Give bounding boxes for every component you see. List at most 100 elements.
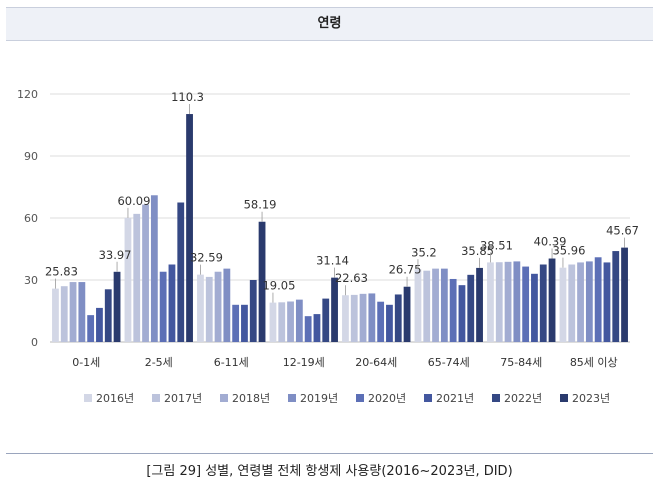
data-label: 110.3	[171, 90, 204, 104]
divider	[6, 453, 653, 454]
bar	[377, 301, 385, 342]
bar	[168, 264, 176, 342]
y-tick-label: 120	[17, 88, 38, 101]
bar	[386, 304, 393, 342]
data-label: 40.39	[534, 235, 567, 249]
bar	[331, 277, 338, 342]
bar	[403, 286, 411, 342]
data-label: 22.63	[335, 271, 368, 285]
bar	[287, 301, 294, 342]
bar	[394, 294, 402, 342]
bar	[612, 251, 620, 342]
bar	[78, 282, 86, 342]
bar	[269, 302, 277, 342]
bar	[487, 262, 494, 342]
bar	[603, 262, 611, 342]
bar	[368, 293, 376, 342]
x-tick-label: 2-5세	[145, 356, 173, 369]
legend-label: 2017년	[164, 392, 202, 405]
bar	[449, 278, 457, 342]
bar	[585, 261, 593, 342]
data-label: 35.96	[552, 244, 585, 258]
bar	[313, 314, 321, 342]
y-tick-label: 90	[24, 150, 38, 163]
legend-swatch	[152, 394, 160, 402]
legend-swatch	[220, 394, 228, 402]
bar	[440, 268, 448, 342]
legend-swatch	[492, 394, 500, 402]
x-tick-label: 85세 이상	[570, 356, 618, 369]
bar	[205, 276, 213, 342]
bar-chart: 0 30 60 90 120 0-1세 2-5세 6-11세 12-19세 20-64세 65-74…	[17, 88, 639, 405]
bar	[423, 270, 431, 342]
legend-label: 2020년	[368, 392, 406, 405]
x-tick-label: 65-74세	[428, 356, 470, 369]
chart-header-band: 연령	[6, 7, 653, 41]
chart-header-title: 연령	[317, 16, 342, 31]
bar	[241, 304, 248, 342]
bar	[113, 271, 121, 342]
bar	[467, 274, 475, 342]
bar	[223, 268, 231, 342]
legend-label: 2023년	[572, 392, 610, 405]
bar	[104, 289, 112, 342]
legend-swatch	[288, 394, 296, 402]
data-label: 58.19	[244, 198, 277, 212]
legend-swatch	[560, 394, 568, 402]
bar	[87, 315, 95, 342]
bar	[342, 295, 349, 342]
figure-caption: [그림 29] 성별, 연령별 전체 항생제 사용량(2016~2023년, D…	[146, 464, 513, 479]
bar	[568, 264, 576, 342]
bar	[495, 262, 503, 342]
bar	[278, 302, 286, 342]
bar	[476, 267, 483, 342]
bar	[539, 264, 547, 342]
legend-label: 2018년	[232, 392, 270, 405]
bar	[159, 271, 167, 342]
legend-label: 2016년	[96, 392, 134, 405]
bar	[432, 268, 439, 342]
bar	[594, 257, 602, 342]
bar	[322, 298, 330, 342]
bar	[232, 304, 240, 342]
x-tick-label: 12-19세	[283, 356, 325, 369]
bar	[52, 288, 59, 342]
data-label: 31.14	[316, 254, 349, 268]
bar	[258, 221, 266, 342]
data-label: 38.51	[480, 238, 513, 252]
legend-swatch	[84, 394, 92, 402]
bar	[214, 271, 222, 342]
data-label: 26.75	[389, 263, 422, 277]
data-label: 32.59	[190, 251, 223, 265]
legend-label: 2019년	[300, 392, 338, 405]
bar	[150, 195, 158, 342]
bar	[513, 261, 521, 342]
y-tick-label: 60	[24, 212, 38, 225]
data-label: 33.97	[99, 248, 132, 262]
x-tick-label: 0-1세	[72, 356, 100, 369]
bar	[458, 285, 466, 342]
legend-swatch	[424, 394, 432, 402]
bar	[350, 294, 358, 342]
legend-label: 2021년	[436, 392, 474, 405]
x-tick-label: 20-64세	[355, 356, 397, 369]
bar	[60, 286, 68, 342]
bar	[197, 274, 204, 342]
y-tick-label: 0	[31, 336, 38, 349]
bar	[414, 269, 422, 342]
bar	[577, 262, 584, 342]
bar	[69, 282, 77, 342]
bar	[621, 247, 628, 342]
y-tick-label: 30	[24, 274, 38, 287]
data-label: 35.2	[411, 245, 437, 259]
bar	[548, 258, 556, 342]
data-label: 25.83	[45, 265, 78, 279]
bar	[304, 316, 312, 342]
bar	[142, 204, 149, 342]
bar	[359, 293, 367, 342]
bar	[133, 213, 141, 342]
legend-label: 2022년	[504, 392, 542, 405]
x-tick-label: 75-84세	[500, 356, 542, 369]
legend-swatch	[356, 394, 364, 402]
data-label: 35.85	[461, 244, 494, 258]
